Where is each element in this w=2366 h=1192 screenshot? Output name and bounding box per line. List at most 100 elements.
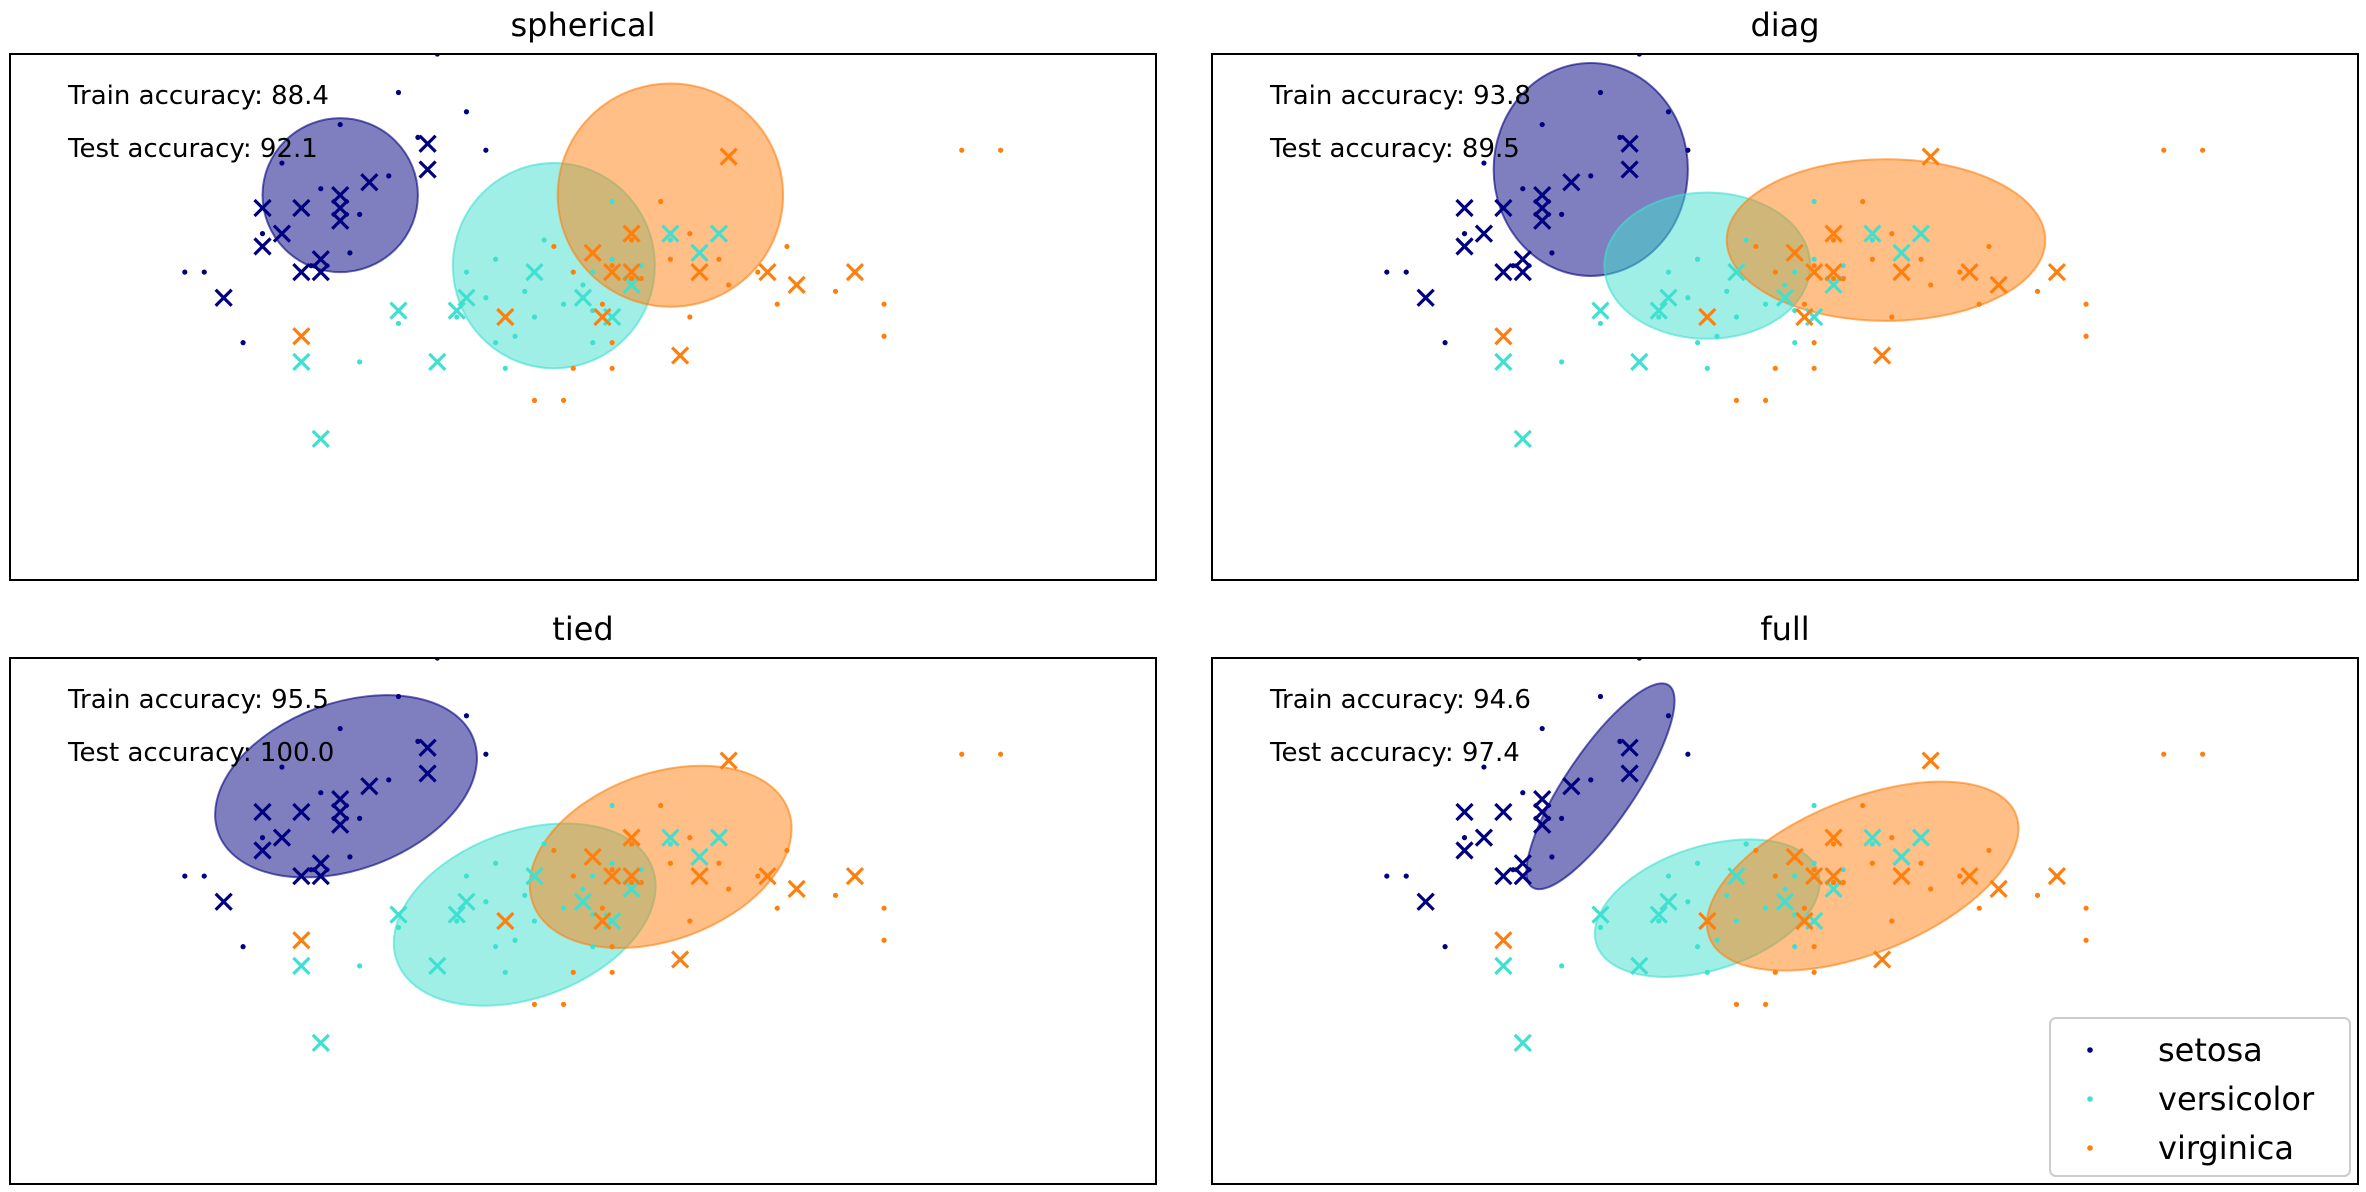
train-point-virginica — [1762, 1001, 1769, 1007]
test-point-versicolor — [457, 892, 476, 911]
test-point-setosa — [1455, 198, 1474, 218]
train-point-versicolor — [1597, 924, 1604, 931]
test-point-virginica — [690, 866, 709, 886]
test-point-virginica — [496, 307, 515, 327]
train-point-setosa — [1520, 186, 1526, 192]
train-point-versicolor — [502, 969, 508, 975]
test-point-virginica — [1698, 911, 1717, 931]
test-point-versicolor — [1494, 956, 1513, 976]
train-point-virginica — [881, 937, 887, 943]
train-point-virginica — [1860, 802, 1866, 809]
train-point-setosa — [1588, 777, 1594, 783]
train-point-virginica — [1889, 314, 1895, 320]
test-point-virginica — [1785, 243, 1804, 262]
train-point-virginica — [2083, 937, 2089, 943]
test-point-setosa — [360, 777, 379, 796]
train-point-versicolor — [1811, 256, 1817, 262]
test-point-setosa — [1455, 802, 1474, 822]
train-point-versicolor — [512, 333, 518, 339]
train-point-versicolor — [1559, 963, 1565, 969]
train-accuracy-label: Train accuracy: 88.4 — [67, 81, 329, 111]
train-point-versicolor — [522, 288, 528, 294]
train-point-setosa — [395, 89, 402, 96]
train-point-versicolor — [522, 892, 528, 898]
test-point-setosa — [1562, 777, 1581, 796]
train-point-virginica — [1811, 969, 1817, 975]
train-point-virginica — [774, 905, 780, 911]
test-point-virginica — [1494, 931, 1513, 950]
test-point-setosa — [1474, 224, 1494, 243]
train-point-versicolor — [1840, 263, 1846, 269]
test-point-virginica — [1494, 327, 1513, 346]
test-point-virginica — [603, 262, 622, 282]
train-point-setosa — [182, 269, 188, 275]
train-point-setosa — [1685, 147, 1691, 153]
train-point-virginica — [1986, 243, 1992, 250]
train-point-versicolor — [1694, 860, 1701, 866]
train-point-versicolor — [1792, 873, 1798, 879]
train-point-virginica — [1840, 275, 1846, 282]
test-point-setosa — [418, 160, 437, 179]
test-point-virginica — [1872, 950, 1892, 969]
train-point-virginica — [560, 1001, 567, 1007]
test-point-virginica — [1960, 866, 1979, 886]
test-point-versicolor — [1911, 828, 1931, 847]
test-point-versicolor — [1591, 905, 1610, 924]
legend-marker-setosa — [2087, 1047, 2093, 1053]
train-point-setosa — [1403, 269, 1409, 275]
train-point-virginica — [531, 1001, 538, 1007]
test-point-virginica — [292, 931, 311, 950]
test-point-virginica — [1795, 911, 1814, 931]
train-point-virginica — [609, 944, 615, 950]
train-point-versicolor — [590, 307, 596, 314]
legend-label-virginica: virginica — [2158, 1129, 2294, 1167]
train-point-versicolor — [638, 867, 644, 873]
train-point-virginica — [560, 397, 567, 403]
train-point-versicolor — [1792, 307, 1798, 314]
train-point-setosa — [395, 693, 402, 700]
test-point-versicolor — [573, 288, 593, 307]
train-point-versicolor — [1714, 333, 1720, 339]
test-point-virginica — [1824, 866, 1843, 886]
train-point-setosa — [318, 186, 324, 192]
train-point-setosa — [463, 713, 470, 719]
test-point-versicolor — [428, 956, 447, 976]
train-point-virginica — [1860, 198, 1866, 205]
test-point-virginica — [690, 262, 709, 282]
test-point-virginica — [622, 262, 641, 282]
test-point-virginica — [1872, 346, 1892, 365]
train-accuracy-label: Train accuracy: 95.5 — [67, 685, 329, 715]
train-point-virginica — [998, 751, 1004, 757]
ellipse-setosa — [214, 694, 478, 879]
train-point-setosa — [1510, 867, 1516, 873]
train-point-virginica — [1830, 237, 1837, 243]
train-point-virginica — [1869, 860, 1876, 866]
test-point-virginica — [845, 262, 865, 282]
train-point-setosa — [1559, 211, 1565, 217]
train-point-setosa — [357, 211, 363, 217]
test-point-versicolor — [311, 1033, 330, 1053]
train-point-setosa — [1685, 751, 1691, 757]
test-point-setosa — [331, 211, 350, 230]
train-point-setosa — [483, 147, 489, 153]
train-point-setosa — [1481, 160, 1487, 166]
train-point-virginica — [609, 340, 615, 346]
train-point-virginica — [570, 365, 576, 371]
train-point-versicolor — [395, 320, 402, 327]
train-point-setosa — [337, 121, 343, 128]
train-point-setosa — [1617, 738, 1623, 744]
plot-area — [1384, 54, 2206, 449]
ellipse-virginica — [556, 82, 785, 308]
train-point-setosa — [347, 854, 353, 860]
test-point-setosa — [1513, 262, 1532, 282]
train-point-virginica — [628, 275, 635, 282]
train-point-versicolor — [1840, 867, 1846, 873]
test-point-versicolor — [690, 847, 709, 866]
train-point-virginica — [570, 969, 576, 975]
train-point-virginica — [638, 275, 644, 282]
test-point-versicolor — [1775, 892, 1795, 911]
panel-diag: diag Train accuracy: 93.8 Test accuracy: 8… — [1211, 6, 2359, 581]
train-point-setosa — [279, 160, 285, 166]
train-point-setosa — [1384, 873, 1390, 879]
train-point-versicolor — [492, 256, 499, 262]
